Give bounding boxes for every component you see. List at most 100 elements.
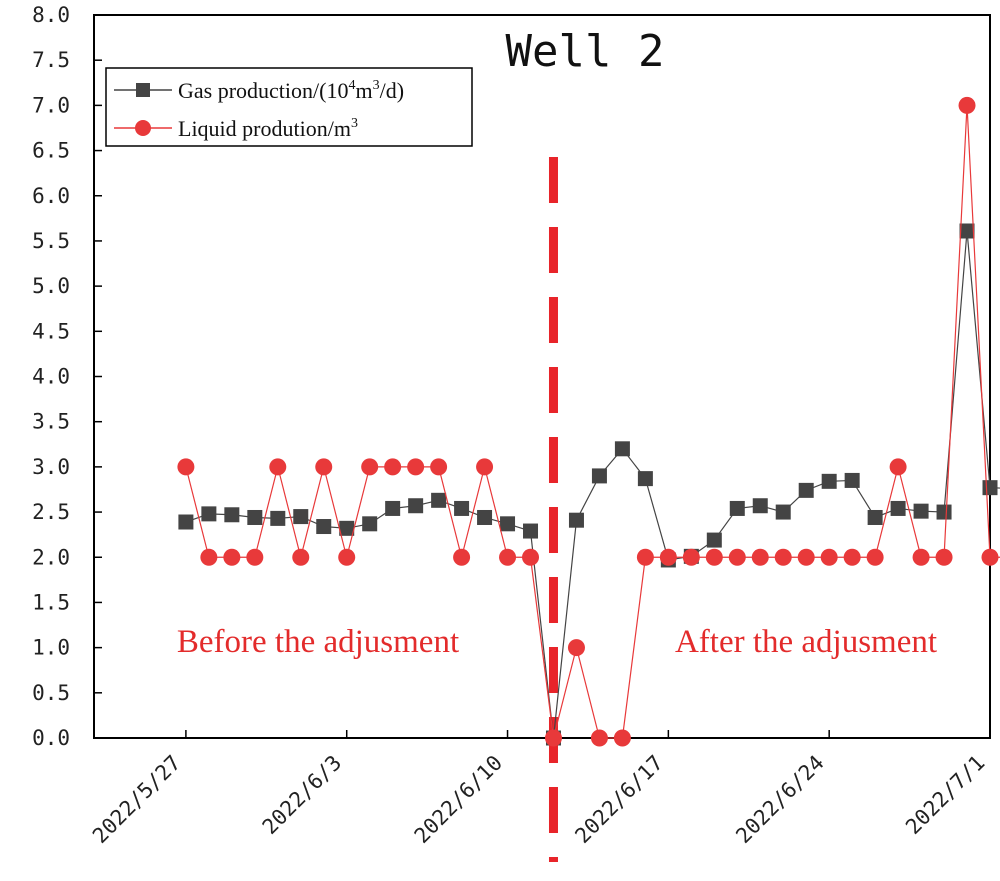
liquid-point bbox=[797, 548, 815, 566]
liquid-point bbox=[958, 96, 976, 114]
legend-box bbox=[105, 67, 473, 147]
x-tick-label: 2022/7/1 bbox=[901, 751, 989, 839]
gas-point bbox=[201, 506, 217, 522]
gas-point bbox=[936, 504, 952, 520]
liquid-point bbox=[636, 548, 654, 566]
y-tick-label: 5.5 bbox=[32, 229, 70, 253]
gas-point bbox=[706, 532, 722, 548]
liquid-point bbox=[981, 548, 999, 566]
liquid-point bbox=[384, 458, 402, 476]
gas-point bbox=[637, 471, 653, 487]
y-tick-label: 7.0 bbox=[32, 93, 70, 117]
liquid-point bbox=[843, 548, 861, 566]
liquid-point bbox=[889, 458, 907, 476]
y-tick-label: 1.5 bbox=[32, 590, 70, 614]
liquid-point bbox=[407, 458, 425, 476]
x-tick-label: 2022/6/24 bbox=[731, 751, 828, 848]
y-tick-label: 0.0 bbox=[32, 726, 70, 750]
gas-point bbox=[293, 509, 309, 525]
liquid-point bbox=[315, 458, 333, 476]
gas-point bbox=[523, 523, 539, 539]
gas-point bbox=[752, 498, 768, 514]
gas-point bbox=[821, 473, 837, 489]
gas-point bbox=[385, 500, 401, 516]
gas-point bbox=[178, 514, 194, 530]
gas-point bbox=[247, 509, 263, 525]
legend-liquid-label: Liquid prodution/m3 bbox=[178, 116, 358, 141]
liquid-point bbox=[912, 548, 930, 566]
liquid-point bbox=[682, 548, 700, 566]
gas-point bbox=[729, 500, 745, 516]
series-gas-production bbox=[178, 223, 1000, 746]
legend-gas-label: Gas production/(104m3/d) bbox=[178, 78, 404, 103]
liquid-point bbox=[935, 548, 953, 566]
liquid-point bbox=[476, 458, 494, 476]
legend: Gas production/(104m3/d) Liquid produtio… bbox=[105, 67, 473, 147]
liquid-point bbox=[522, 548, 540, 566]
gas-point bbox=[454, 500, 470, 516]
y-tick-label: 6.5 bbox=[32, 139, 70, 163]
gas-point bbox=[798, 482, 814, 498]
liquid-point bbox=[544, 729, 562, 747]
liquid-point bbox=[774, 548, 792, 566]
liquid-point bbox=[567, 639, 585, 657]
liquid-point bbox=[223, 548, 241, 566]
gas-point bbox=[890, 500, 906, 516]
gas-point bbox=[982, 480, 998, 496]
y-tick-label: 3.0 bbox=[32, 455, 70, 479]
y-axis: 0.0 0.5 1.0 1.5 2.0 2.5 3.0 3.5 4.0 4.5 5.0 5.5 6.0 6… bbox=[32, 3, 102, 750]
gas-point bbox=[408, 498, 424, 514]
y-tick-label: 2.5 bbox=[32, 500, 70, 524]
gas-point bbox=[431, 492, 447, 508]
y-tick-label: 6.0 bbox=[32, 184, 70, 208]
y-tick-label: 8.0 bbox=[32, 3, 70, 27]
liquid-point bbox=[200, 548, 218, 566]
gas-point bbox=[614, 441, 630, 457]
series-line bbox=[185, 230, 1000, 739]
liquid-point bbox=[292, 548, 310, 566]
annotation-before: Before the adjusment bbox=[177, 624, 459, 660]
liquid-point bbox=[866, 548, 884, 566]
gas-point bbox=[477, 509, 493, 525]
gas-point bbox=[844, 472, 860, 488]
chart-title: Well 2 bbox=[506, 26, 665, 77]
gas-point bbox=[913, 503, 929, 519]
liquid-point bbox=[177, 458, 195, 476]
legend-liquid-marker bbox=[135, 120, 151, 136]
annotation-after: After the adjusment bbox=[675, 624, 937, 660]
gas-point bbox=[270, 510, 286, 526]
x-tick-label: 2022/6/17 bbox=[570, 751, 667, 848]
y-tick-label: 4.0 bbox=[32, 365, 70, 389]
liquid-point bbox=[820, 548, 838, 566]
liquid-point bbox=[269, 458, 287, 476]
liquid-point bbox=[453, 548, 471, 566]
y-tick-label: 5.0 bbox=[32, 274, 70, 298]
liquid-point bbox=[613, 729, 631, 747]
x-tick-label: 2022/6/3 bbox=[258, 751, 346, 839]
gas-point bbox=[568, 512, 584, 528]
liquid-point bbox=[338, 548, 356, 566]
x-tick-label: 2022/6/10 bbox=[410, 751, 507, 848]
series-liquid-production bbox=[177, 96, 1000, 747]
gas-point bbox=[959, 223, 975, 239]
liquid-point bbox=[361, 458, 379, 476]
gas-point bbox=[775, 504, 791, 520]
y-tick-label: 3.5 bbox=[32, 410, 70, 434]
liquid-point bbox=[705, 548, 723, 566]
gas-point bbox=[224, 507, 240, 523]
liquid-point bbox=[246, 548, 264, 566]
liquid-point bbox=[499, 548, 517, 566]
y-tick-label: 1.0 bbox=[32, 636, 70, 660]
y-tick-label: 2.0 bbox=[32, 545, 70, 569]
gas-point bbox=[591, 468, 607, 484]
y-tick-label: 4.5 bbox=[32, 319, 70, 343]
x-tick-label: 2022/5/27 bbox=[88, 751, 185, 848]
legend-gas-marker bbox=[136, 83, 150, 97]
liquid-point bbox=[751, 548, 769, 566]
liquid-point bbox=[659, 548, 677, 566]
y-tick-label: 0.5 bbox=[32, 681, 70, 705]
liquid-point bbox=[430, 458, 448, 476]
x-axis: 2022/5/27 2022/6/3 2022/6/10 2022/6/17 2022/… bbox=[88, 730, 991, 848]
